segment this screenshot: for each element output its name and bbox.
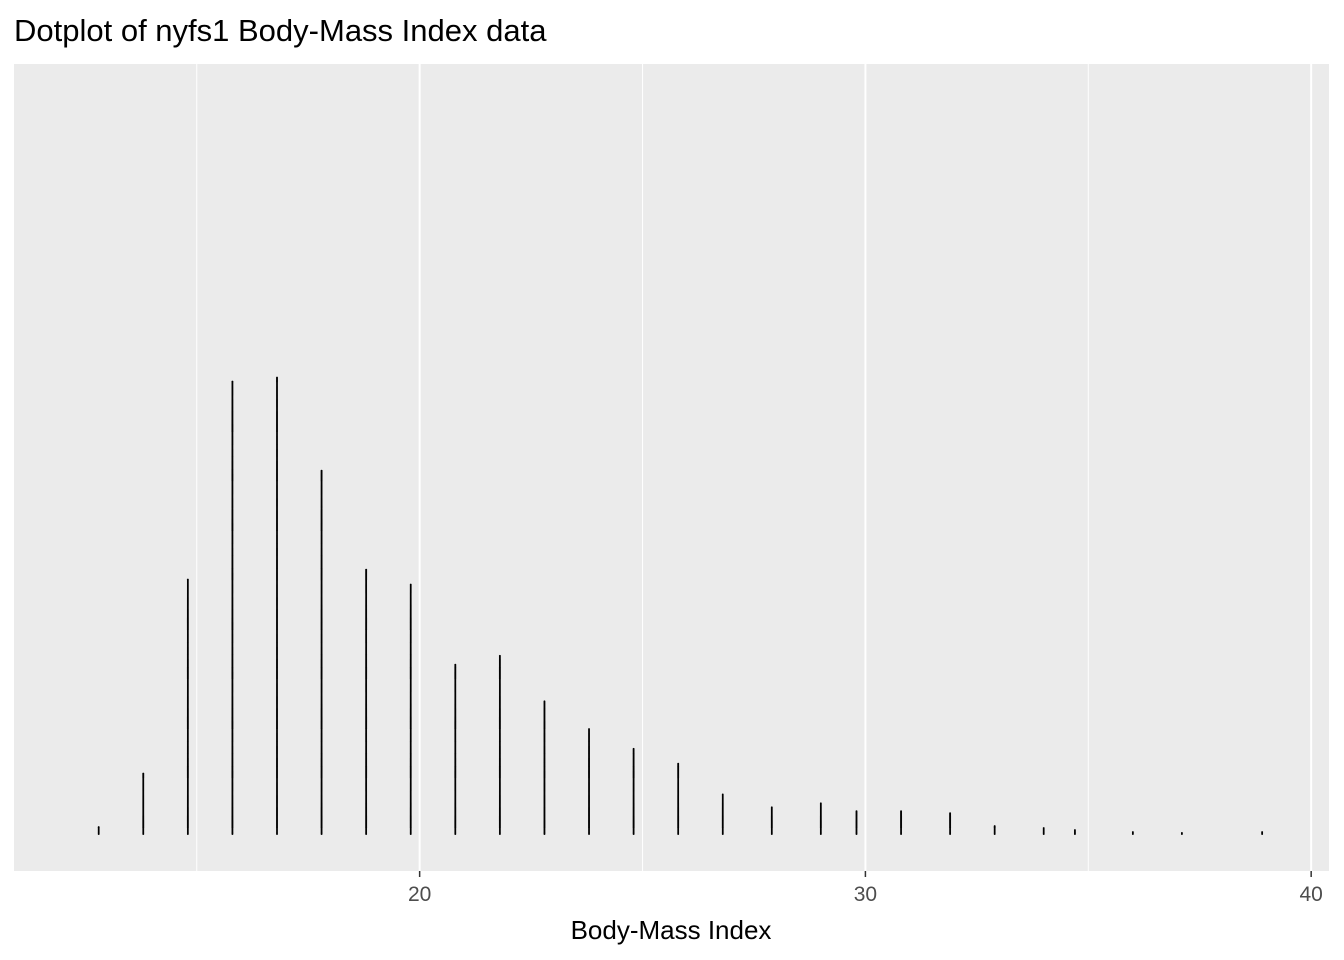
dot-stack-14: [721, 793, 724, 835]
dot-stack-11: [588, 728, 590, 835]
dot-stacks: [97, 376, 1264, 835]
dot-stack-24: [1180, 832, 1183, 835]
dot: [1261, 831, 1264, 833]
dot: [855, 810, 858, 813]
dot-stack-20: [993, 825, 996, 835]
x-axis-ticks: 20 30 40: [408, 871, 1323, 906]
grid-lines: [196, 64, 1313, 871]
dot: [320, 469, 323, 472]
dot: [588, 728, 590, 731]
chart-title: Dotplot of nyfs1 Body-Mass Index data: [14, 13, 547, 48]
dot: [1042, 827, 1045, 830]
dot-stack-19: [949, 812, 952, 835]
plot-panel: [14, 64, 1329, 871]
dot: [409, 583, 412, 586]
dot: [721, 793, 724, 796]
dot-stack-7: [409, 583, 412, 835]
dot-stack-15: [770, 806, 773, 835]
dot-stack-9: [498, 654, 501, 835]
dot-stack-3: [231, 380, 234, 835]
dot: [142, 772, 145, 775]
dot-stack-21: [1042, 827, 1045, 835]
dot-stack-4: [276, 376, 278, 835]
dot-stack-18: [900, 810, 903, 835]
x-tick-label-40: 40: [1299, 883, 1322, 906]
dot-stack-1: [142, 772, 145, 835]
dot-stack-22: [1073, 829, 1076, 835]
dot-stack-5: [320, 469, 323, 835]
dot: [543, 700, 546, 703]
dot: [949, 812, 952, 815]
dot: [231, 380, 234, 383]
dot: [677, 762, 680, 765]
dot-stack-13: [677, 762, 680, 835]
dot: [365, 568, 368, 571]
x-tick-label-30: 30: [854, 883, 877, 906]
dot: [770, 806, 773, 809]
dot: [993, 825, 996, 828]
dot: [1131, 831, 1134, 833]
x-axis-title: Body-Mass Index: [571, 915, 772, 945]
dot-stack-12: [632, 747, 635, 835]
dot-stack-6: [365, 568, 368, 835]
dot: [1180, 832, 1183, 834]
dot-stack-25: [1261, 831, 1264, 835]
dot: [1073, 829, 1076, 831]
dot: [632, 747, 635, 750]
dot: [454, 663, 457, 666]
dot: [498, 654, 501, 657]
dot-stack-16: [819, 802, 822, 835]
dot: [900, 810, 903, 813]
dot: [276, 376, 278, 379]
dot-stack-23: [1131, 831, 1134, 835]
dot-stack-2: [186, 578, 189, 835]
dot: [186, 578, 189, 581]
dot-stack-10: [543, 700, 546, 835]
dot-stack-0: [97, 826, 100, 835]
x-tick-label-20: 20: [408, 883, 431, 906]
dot-stack-8: [454, 663, 457, 835]
dot: [819, 802, 822, 805]
dot: [97, 826, 100, 829]
dot-stack-17: [855, 810, 858, 835]
